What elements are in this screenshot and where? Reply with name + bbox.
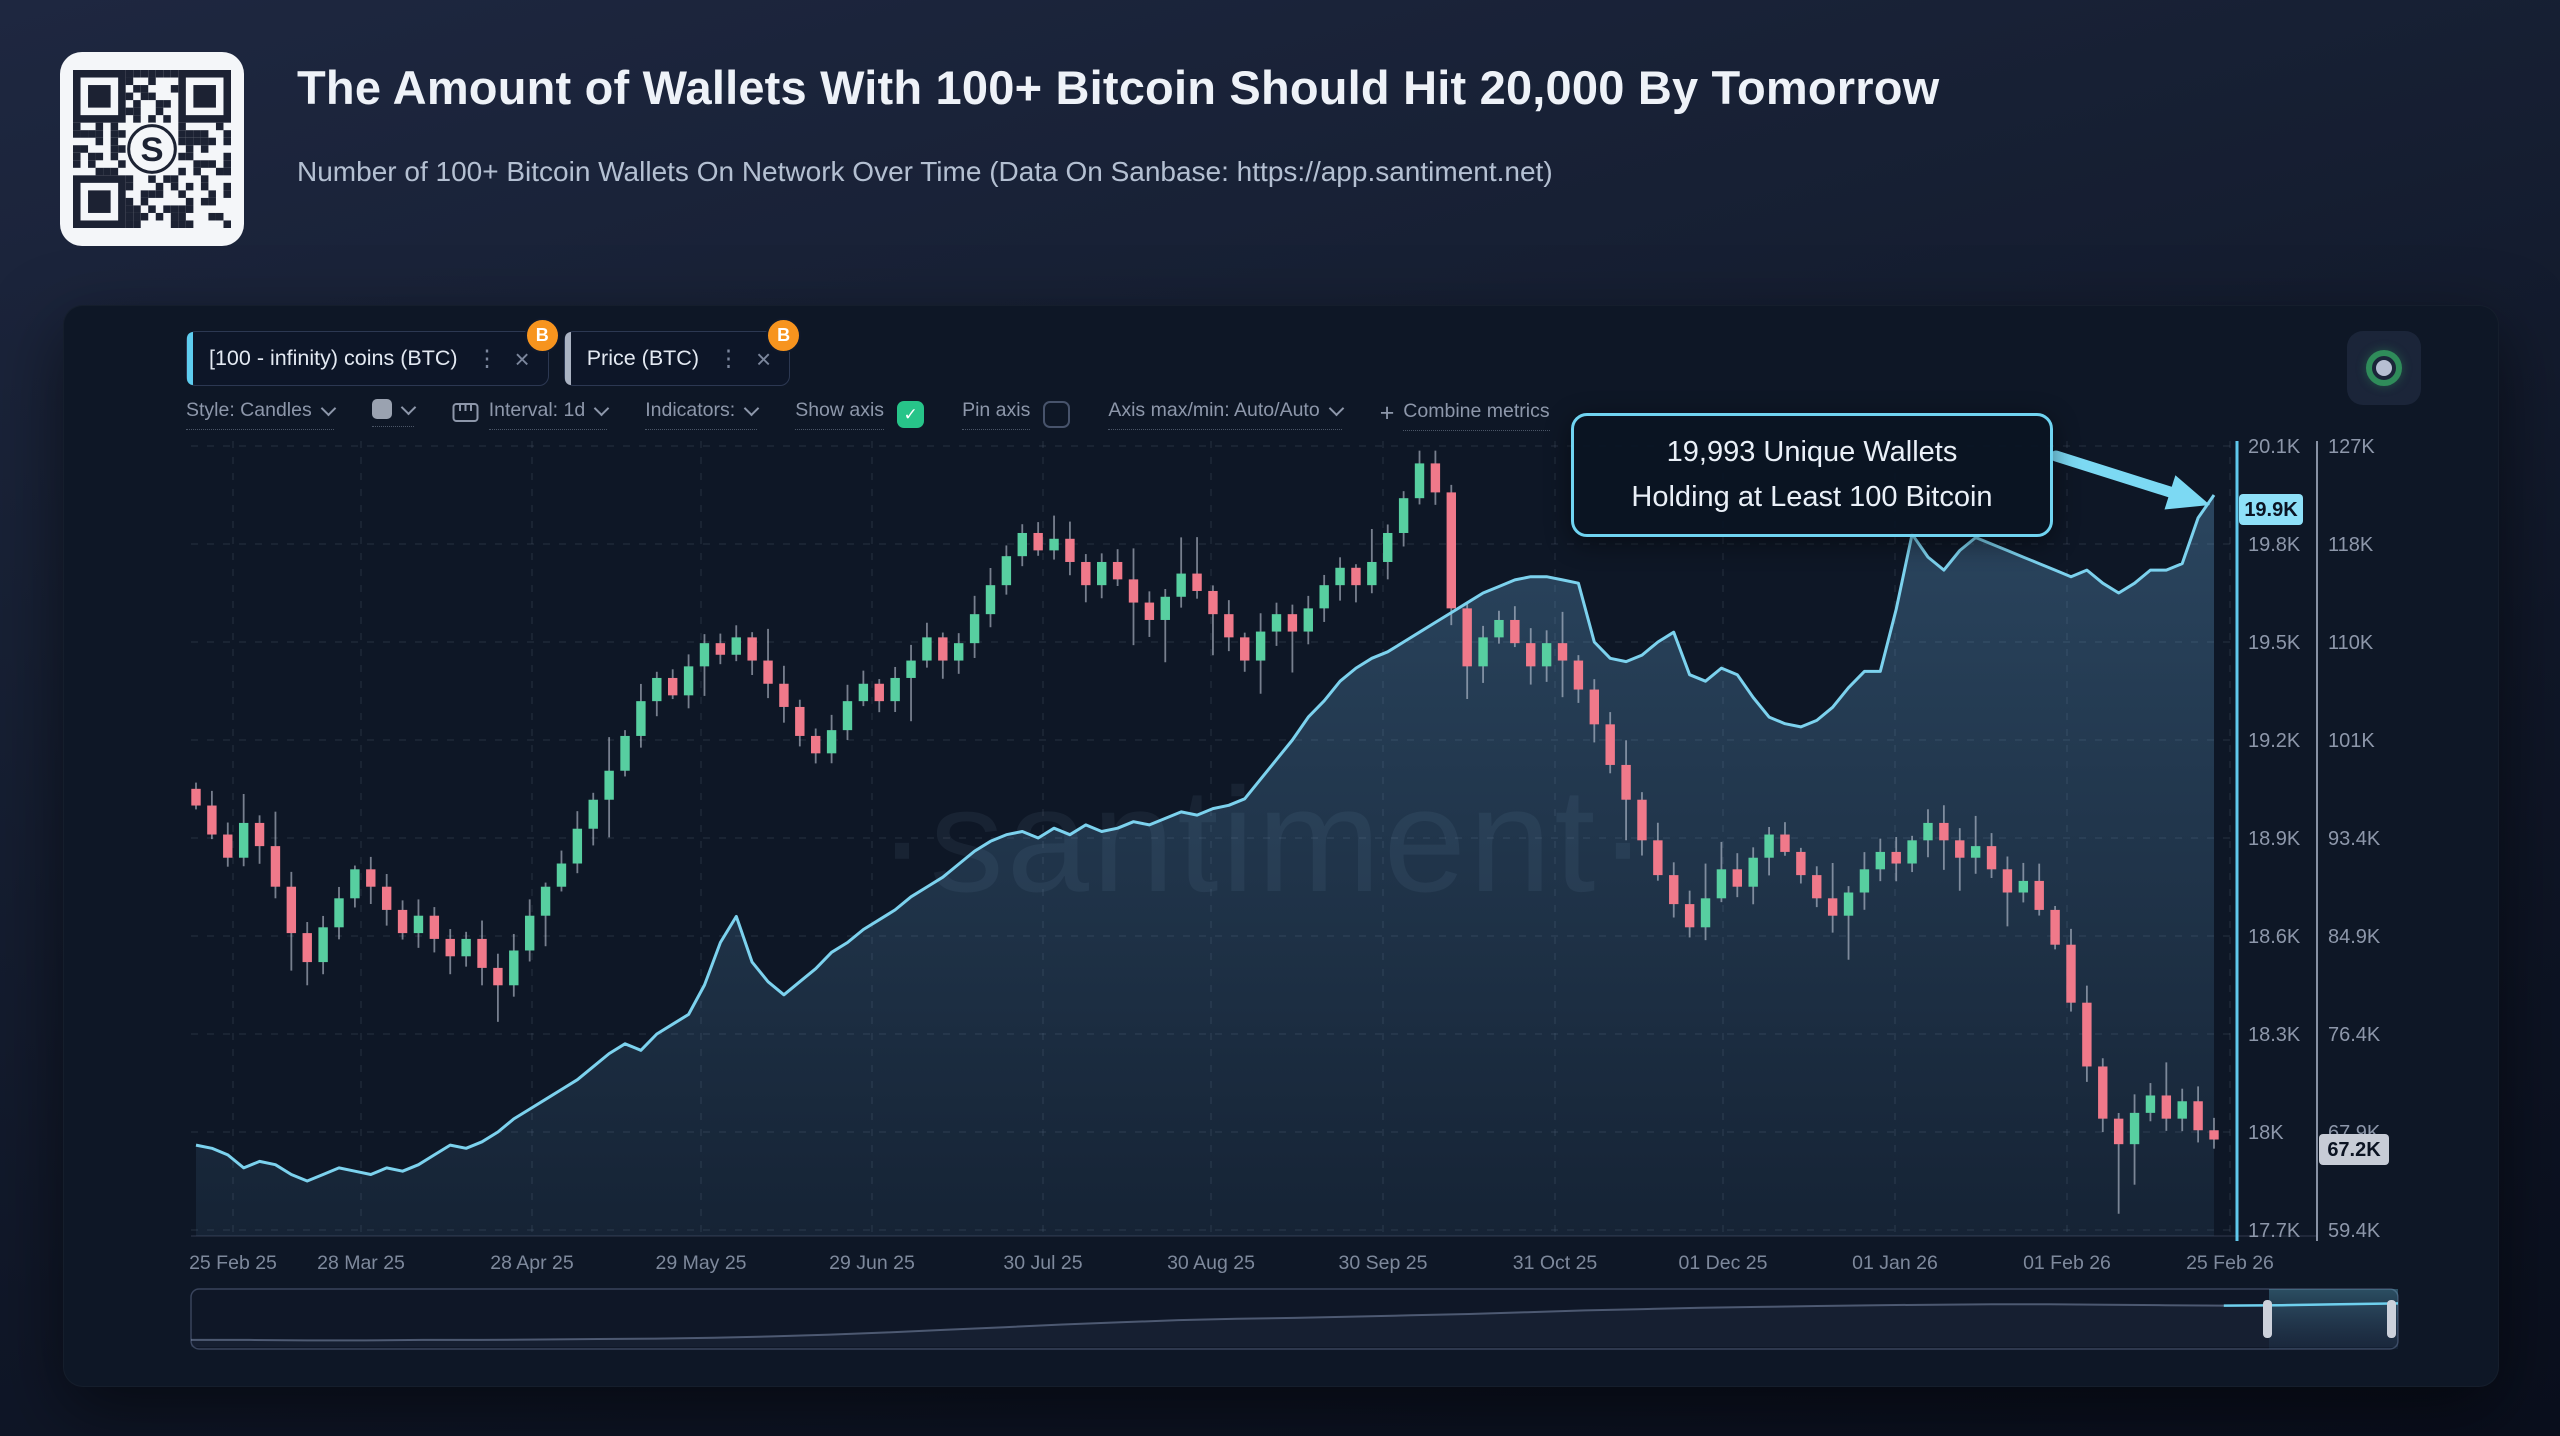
axis-maxmin-control[interactable]: Axis max/min: Auto/Auto — [1108, 399, 1344, 430]
show-axis-checkbox[interactable]: ✓ — [897, 401, 925, 428]
record-button[interactable] — [2347, 331, 2421, 405]
navigator[interactable] — [190, 1288, 2399, 1350]
metric-axis-label: 17.7K — [2248, 1220, 2301, 1242]
bitcoin-badge-icon: B — [524, 318, 560, 353]
chevron-down-icon — [1328, 400, 1344, 417]
metric-axis-label: 19.8K — [2248, 534, 2301, 556]
chevron-down-icon — [320, 400, 337, 417]
tab-accent-bar — [564, 332, 571, 385]
chart-plot[interactable]: ·santiment·20.1K19.8K19.5K19.2K18.9K18.6… — [64, 306, 2498, 1386]
chart-panel: ·santiment·20.1K19.8K19.5K19.2K18.9K18.6… — [63, 305, 2499, 1387]
y-axes: 20.1K 19.8K 19.5K 19.2K 18.9K 18.6K 18.3K 18K 17… — [2235, 436, 2389, 1242]
axis-maxmin-label: Axis max/min: Auto/Auto — [1108, 399, 1320, 421]
metric-axis-label: 20.1K — [2248, 436, 2301, 458]
x-axis-label: 01 Dec 25 — [1679, 1252, 1768, 1274]
color-swatch-icon — [371, 399, 392, 419]
pin-axis-control: Pin axis — [962, 399, 1071, 430]
qr-code: S — [60, 52, 244, 246]
tab-metric-price[interactable]: Price (BTC) ⋮ × B — [563, 318, 802, 386]
annotation-arrow — [2050, 450, 2210, 510]
plus-icon: + — [1379, 399, 1395, 427]
combine-metrics-label: Combine metrics — [1403, 400, 1550, 431]
chevron-down-icon — [593, 400, 610, 417]
qr-code-image: S — [73, 70, 231, 228]
metric-axis-label: 18.9K — [2248, 828, 2301, 850]
svg-text:19.9K: 19.9K — [2244, 499, 2298, 521]
price-axis-label: 76.4K — [2328, 1024, 2381, 1046]
pin-axis-checkbox[interactable] — [1043, 401, 1071, 428]
interval-label: Interval: 1d — [488, 399, 586, 421]
metric-axis-label: 19.2K — [2248, 730, 2301, 752]
x-axis-label: 30 Jul 25 — [1003, 1252, 1082, 1274]
indicators-control[interactable]: Indicators: — [645, 399, 760, 430]
style-control[interactable]: Style: Candles — [186, 399, 337, 430]
interval-control[interactable]: Interval: 1d — [452, 399, 610, 430]
navigator-selection[interactable] — [2269, 1289, 2398, 1349]
annotation-line2: Holding at Least 100 Bitcoin — [1631, 481, 1993, 513]
kebab-menu-icon[interactable]: ⋮ — [475, 345, 499, 371]
x-axis-labels: 25 Feb 25 28 Mar 25 28 Apr 25 29 May 25 29 J… — [189, 1252, 2274, 1274]
show-axis-label: Show axis — [795, 399, 885, 430]
chart-controls: Style: Candles Interval: 1d Indicators: … — [186, 399, 1550, 431]
annotation-callout: 19,993 Unique Wallets Holding at Least 1… — [1571, 413, 2053, 537]
close-icon[interactable]: × — [755, 343, 772, 374]
metric-axis-label: 18K — [2248, 1122, 2284, 1144]
series-color-control[interactable] — [371, 399, 417, 427]
price-axis-label: 118K — [2328, 534, 2374, 556]
metric-tabs-row: [100 - infinity) coins (BTC) ⋮ × B Price (BT… — [186, 318, 802, 386]
price-axis-label: 101K — [2328, 730, 2375, 752]
x-axis-label: 30 Sep 25 — [1339, 1252, 1428, 1274]
annotation-line1: 19,993 Unique Wallets — [1666, 436, 1958, 468]
navigator-handle-right[interactable] — [2387, 1300, 2396, 1338]
navigator-handle-left[interactable] — [2263, 1300, 2272, 1338]
price-axis-label: 110K — [2328, 632, 2374, 654]
wallet-area-fill — [196, 495, 2214, 1236]
x-axis-label: 31 Oct 25 — [1513, 1252, 1598, 1274]
tab-label: [100 - infinity) coins (BTC) — [209, 346, 458, 370]
tab-metric-wallets[interactable]: [100 - infinity) coins (BTC) ⋮ × B — [186, 318, 560, 386]
x-axis-label: 25 Feb 25 — [189, 1252, 277, 1274]
combine-metrics-control[interactable]: + Combine metrics — [1380, 399, 1550, 431]
show-axis-control: Show axis ✓ — [795, 399, 925, 430]
interval-ruler-icon — [452, 402, 479, 422]
svg-text:67.2K: 67.2K — [2327, 1139, 2381, 1161]
wallet-count-line — [195, 494, 2216, 1183]
kebab-menu-icon[interactable]: ⋮ — [716, 345, 740, 371]
page-title: The Amount of Wallets With 100+ Bitcoin … — [297, 61, 1940, 114]
x-axis-label: 28 Apr 25 — [490, 1252, 574, 1274]
price-axis-label: 59.4K — [2328, 1220, 2381, 1242]
chevron-down-icon — [400, 399, 417, 415]
x-axis-label: 29 May 25 — [655, 1252, 746, 1274]
tab-label: Price (BTC) — [586, 346, 699, 370]
x-axis-label: 01 Feb 26 — [2023, 1252, 2111, 1274]
metric-axis-label: 18.3K — [2248, 1024, 2301, 1046]
bitcoin-badge-icon: B — [766, 318, 802, 353]
price-axis-label: 93.4K — [2328, 828, 2381, 850]
indicators-label: Indicators: — [645, 399, 736, 421]
x-axis-label: 01 Jan 26 — [1852, 1252, 1938, 1274]
tab-accent-bar — [187, 332, 193, 385]
x-axis-label: 25 Feb 26 — [2186, 1252, 2274, 1274]
metric-axis-label: 19.5K — [2248, 632, 2301, 654]
price-current-badge — [2319, 1134, 2389, 1165]
price-axis-label: 127K — [2328, 436, 2375, 458]
x-axis-label: 29 Jun 25 — [829, 1252, 915, 1274]
x-axis-label: 30 Aug 25 — [1167, 1252, 1255, 1274]
chevron-down-icon — [743, 400, 760, 417]
price-axis-label: 84.9K — [2328, 926, 2381, 948]
svg-text:S: S — [140, 131, 163, 169]
metric-axis-label: 18.6K — [2248, 926, 2301, 948]
price-candles-series — [191, 450, 2219, 1214]
x-axis-label: 28 Mar 25 — [317, 1252, 405, 1274]
page-subtitle: Number of 100+ Bitcoin Wallets On Networ… — [297, 156, 1553, 187]
style-label: Style: Candles — [186, 399, 312, 421]
close-icon[interactable]: × — [514, 343, 530, 374]
pin-axis-label: Pin axis — [962, 399, 1031, 430]
metric-current-badge — [2239, 494, 2303, 525]
record-icon — [2366, 350, 2402, 386]
